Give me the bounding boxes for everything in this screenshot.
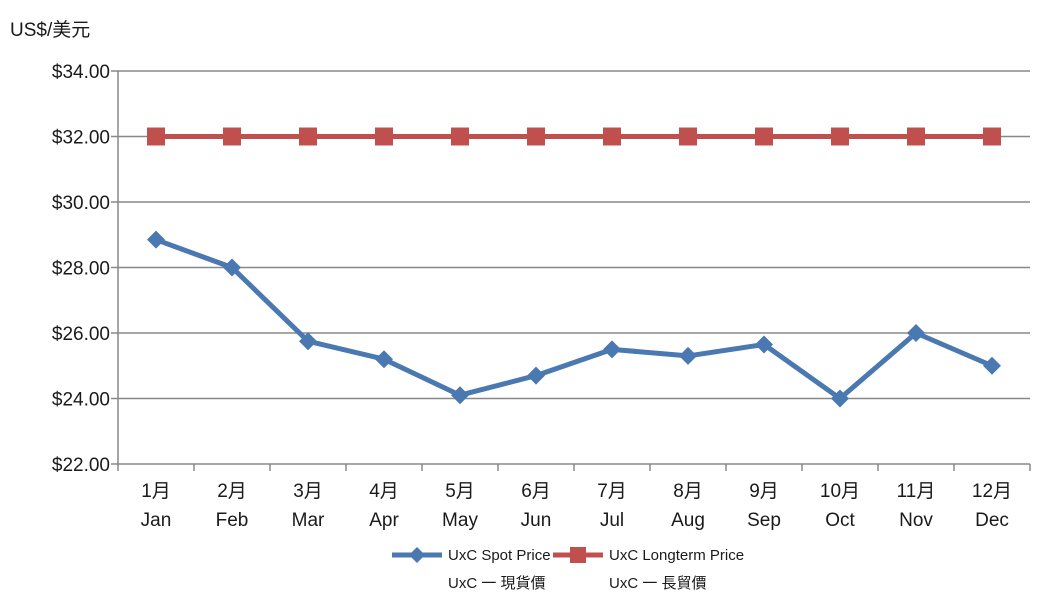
x-tick-label-zh: 9月 xyxy=(749,481,779,502)
x-tick-label-en: Oct xyxy=(825,510,855,531)
series-layer xyxy=(147,127,1001,408)
data-point-square xyxy=(147,127,165,146)
x-tick-label-zh: 4月 xyxy=(369,481,399,502)
data-point-square xyxy=(451,127,469,146)
axes xyxy=(111,70,1031,471)
data-point-diamond xyxy=(375,350,393,369)
x-tick-label-zh: 10月 xyxy=(820,481,860,502)
x-tick-label-zh: 11月 xyxy=(897,481,936,502)
y-tick-label: $28.00 xyxy=(52,259,110,280)
legend-item-2: UxC Longterm Price UxC 一 長貿價 xyxy=(553,547,744,592)
data-point-diamond xyxy=(603,340,621,359)
data-point-square xyxy=(755,127,773,146)
data-point-diamond xyxy=(983,356,1001,375)
data-point-square xyxy=(299,127,317,146)
y-tick-label: $34.00 xyxy=(52,62,110,83)
x-tick-label-en: Aug xyxy=(671,510,705,531)
x-tick-label-zh: 3月 xyxy=(293,481,323,502)
data-point-square xyxy=(603,127,621,146)
legend-label: UxC Longterm Price xyxy=(609,547,744,564)
legend-marker-diamond xyxy=(409,547,425,563)
data-point-diamond xyxy=(831,389,849,408)
data-point-square xyxy=(223,127,241,146)
x-tick-label-zh: 8月 xyxy=(673,481,703,502)
data-point-diamond xyxy=(299,332,317,351)
legend-marker-square xyxy=(570,547,586,563)
data-point-diamond xyxy=(679,346,697,365)
x-tick-label-en: Apr xyxy=(369,510,399,531)
y-tick-label: $24.00 xyxy=(52,390,110,411)
legend-item-1: UxC Spot Price UxC 一 現貨價 xyxy=(392,547,551,592)
x-tick-label-en: Feb xyxy=(216,510,249,531)
x-tick-label-en: Sep xyxy=(747,510,781,531)
data-point-diamond xyxy=(527,366,545,385)
data-point-square xyxy=(907,127,925,146)
legend-label-zh: UxC 一 現貨價 xyxy=(448,575,546,592)
y-tick-label: $26.00 xyxy=(52,324,110,345)
data-point-square xyxy=(527,127,545,146)
y-tick-label: $22.00 xyxy=(52,455,110,476)
data-point-diamond xyxy=(451,386,469,405)
y-unit-label: US$/美元 xyxy=(10,19,90,41)
x-tick-label-en: Dec xyxy=(975,510,1009,531)
y-tick-labels: $22.00 $24.00 $26.00 $28.00 $30.00 $32.00 $34.… xyxy=(52,62,110,476)
x-tick-label-en: Jul xyxy=(600,510,624,531)
x-tick-label-en: Nov xyxy=(899,510,933,531)
legend-label-zh: UxC 一 長貿價 xyxy=(609,575,707,592)
x-tick-label-en: May xyxy=(442,510,478,531)
x-tick-label-en: Jun xyxy=(521,510,552,531)
data-point-square xyxy=(679,127,697,146)
x-tick-label-zh: 2月 xyxy=(217,481,247,502)
x-tick-label-zh: 6月 xyxy=(521,481,551,502)
data-point-square xyxy=(375,127,393,146)
x-tick-label-zh: 7月 xyxy=(597,481,627,502)
legend-label: UxC Spot Price xyxy=(448,547,551,564)
x-tick-labels: 1月 Jan 2月 Feb 3月 Mar 4月 Apr 5月 May 6月 Jun 7月 Jul 8月 Aug… xyxy=(141,481,1012,531)
x-tick-label-zh: 12月 xyxy=(972,481,1012,502)
legend: UxC Spot Price UxC 一 現貨價 UxC Longterm Pric… xyxy=(392,547,744,592)
series-line xyxy=(155,237,993,401)
series-1 xyxy=(147,230,1001,408)
data-point-diamond xyxy=(755,335,773,354)
y-tick-label: $32.00 xyxy=(52,128,110,149)
data-point-square xyxy=(983,127,1001,146)
y-tick-label: $30.00 xyxy=(52,193,110,214)
data-point-diamond xyxy=(907,324,925,342)
x-tick-label-en: Jan xyxy=(141,510,172,531)
x-tick-label-zh: 1月 xyxy=(141,481,171,502)
data-point-diamond xyxy=(147,230,165,249)
data-point-square xyxy=(831,127,849,146)
data-point-diamond xyxy=(223,258,241,277)
x-tick-label-zh: 5月 xyxy=(445,481,475,502)
series-2 xyxy=(147,127,1001,146)
x-tick-label-en: Mar xyxy=(292,510,325,531)
